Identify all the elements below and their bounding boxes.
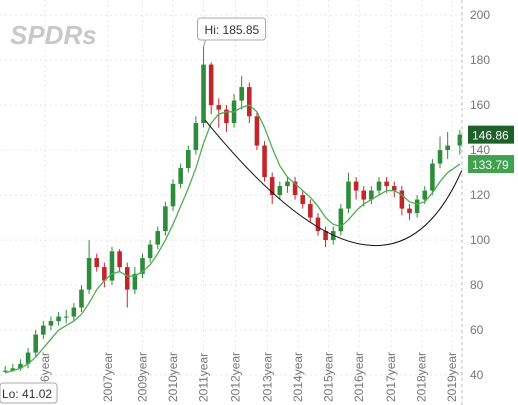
candle-body bbox=[224, 109, 229, 124]
candle-body bbox=[33, 334, 38, 353]
candle-body bbox=[109, 251, 115, 281]
candle-body bbox=[407, 208, 412, 214]
candle-body bbox=[41, 325, 46, 335]
candle-body bbox=[369, 190, 374, 200]
candle-body bbox=[56, 316, 61, 322]
candle-body bbox=[48, 321, 54, 326]
ma-price-tag-box bbox=[468, 155, 514, 174]
hi-box bbox=[197, 17, 267, 41]
candle-body bbox=[185, 150, 191, 169]
x-tick-label: 2009year bbox=[136, 352, 150, 402]
candle-body bbox=[308, 204, 313, 218]
candle-body bbox=[18, 363, 23, 369]
candle-body bbox=[346, 181, 351, 209]
x-tick-label: 2015year bbox=[322, 352, 336, 402]
candle-body bbox=[262, 145, 267, 178]
candle-body bbox=[155, 231, 161, 245]
candle-body bbox=[216, 105, 222, 110]
x-tick-label: 2012year bbox=[229, 352, 243, 402]
candle-body bbox=[399, 190, 405, 209]
x-tick-label: 2016year bbox=[352, 352, 366, 402]
logo: SPDRs bbox=[10, 20, 97, 50]
y-tick-label: 200 bbox=[470, 8, 490, 22]
candle-body bbox=[163, 206, 168, 232]
candle-body bbox=[269, 177, 275, 196]
x-tick-label: 2007year bbox=[101, 352, 115, 402]
x-tick-label: 2013year bbox=[261, 352, 275, 402]
candle-body bbox=[414, 199, 420, 214]
candle-body bbox=[430, 163, 435, 191]
y-tick-label: 120 bbox=[470, 188, 490, 202]
candle-body bbox=[445, 145, 450, 151]
lo-box bbox=[0, 382, 58, 404]
candle-body bbox=[86, 258, 92, 290]
lo-label: Lo: 41.02 bbox=[2, 387, 52, 401]
x-tick-label: 2014year bbox=[291, 352, 305, 402]
candle-body bbox=[239, 87, 244, 101]
candle-body bbox=[437, 150, 443, 164]
candle-body bbox=[300, 195, 305, 205]
candle-body bbox=[2, 370, 8, 372]
candle-body bbox=[10, 368, 16, 371]
candle-body bbox=[94, 258, 100, 268]
candle-body bbox=[323, 231, 328, 241]
y-tick-label: 160 bbox=[470, 98, 490, 112]
hi-label: Hi: 185.85 bbox=[205, 23, 260, 37]
y-tick-label: 80 bbox=[470, 278, 484, 292]
candle-body bbox=[193, 123, 199, 151]
y-tick-label: 140 bbox=[470, 143, 490, 157]
candle-body bbox=[63, 316, 69, 318]
candle-body bbox=[376, 181, 382, 191]
candle-body bbox=[124, 267, 130, 290]
candle-body bbox=[71, 307, 77, 317]
candle-body bbox=[457, 134, 463, 146]
candle-body bbox=[391, 186, 397, 191]
x-tick-label: 2010year bbox=[166, 352, 180, 402]
y-tick-label: 40 bbox=[470, 368, 484, 382]
y-tick-label: 100 bbox=[470, 233, 490, 247]
candle-body bbox=[292, 181, 298, 196]
candle-body bbox=[117, 251, 122, 268]
candle-body bbox=[201, 64, 206, 124]
ma-price-tag: 133.79 bbox=[472, 158, 509, 172]
candle-body bbox=[315, 217, 321, 232]
moving-average bbox=[5, 104, 461, 374]
candle-body bbox=[361, 190, 367, 200]
last-price-tag: 146.86 bbox=[472, 129, 509, 143]
y-tick-label: 60 bbox=[470, 323, 484, 337]
candle-body bbox=[277, 186, 283, 196]
candle-body bbox=[140, 258, 145, 274]
candle-body bbox=[147, 244, 153, 259]
hi-pointer bbox=[203, 39, 207, 48]
candle-body bbox=[384, 181, 389, 187]
candle-body bbox=[422, 190, 428, 200]
candle-body bbox=[254, 116, 260, 146]
candle-body bbox=[353, 181, 359, 191]
cup-curve bbox=[204, 119, 463, 247]
candle-body bbox=[25, 352, 31, 364]
candle-body bbox=[208, 64, 214, 106]
candle-body bbox=[132, 273, 138, 290]
y-tick-label: 180 bbox=[470, 53, 490, 67]
x-tick-label: 2019year bbox=[445, 352, 459, 402]
candle-body bbox=[178, 168, 183, 184]
last-price-tag-box bbox=[468, 125, 514, 144]
candle-body bbox=[338, 208, 344, 232]
candle-body bbox=[79, 289, 84, 308]
candle-body bbox=[102, 267, 107, 281]
candle-body bbox=[285, 181, 290, 187]
candle-body bbox=[247, 87, 252, 117]
x-tick-label: 2011year bbox=[197, 353, 211, 402]
candle-body bbox=[170, 183, 176, 207]
x-tick-label: 2018year bbox=[415, 352, 429, 402]
x-tick-label: 2017year bbox=[384, 352, 398, 402]
